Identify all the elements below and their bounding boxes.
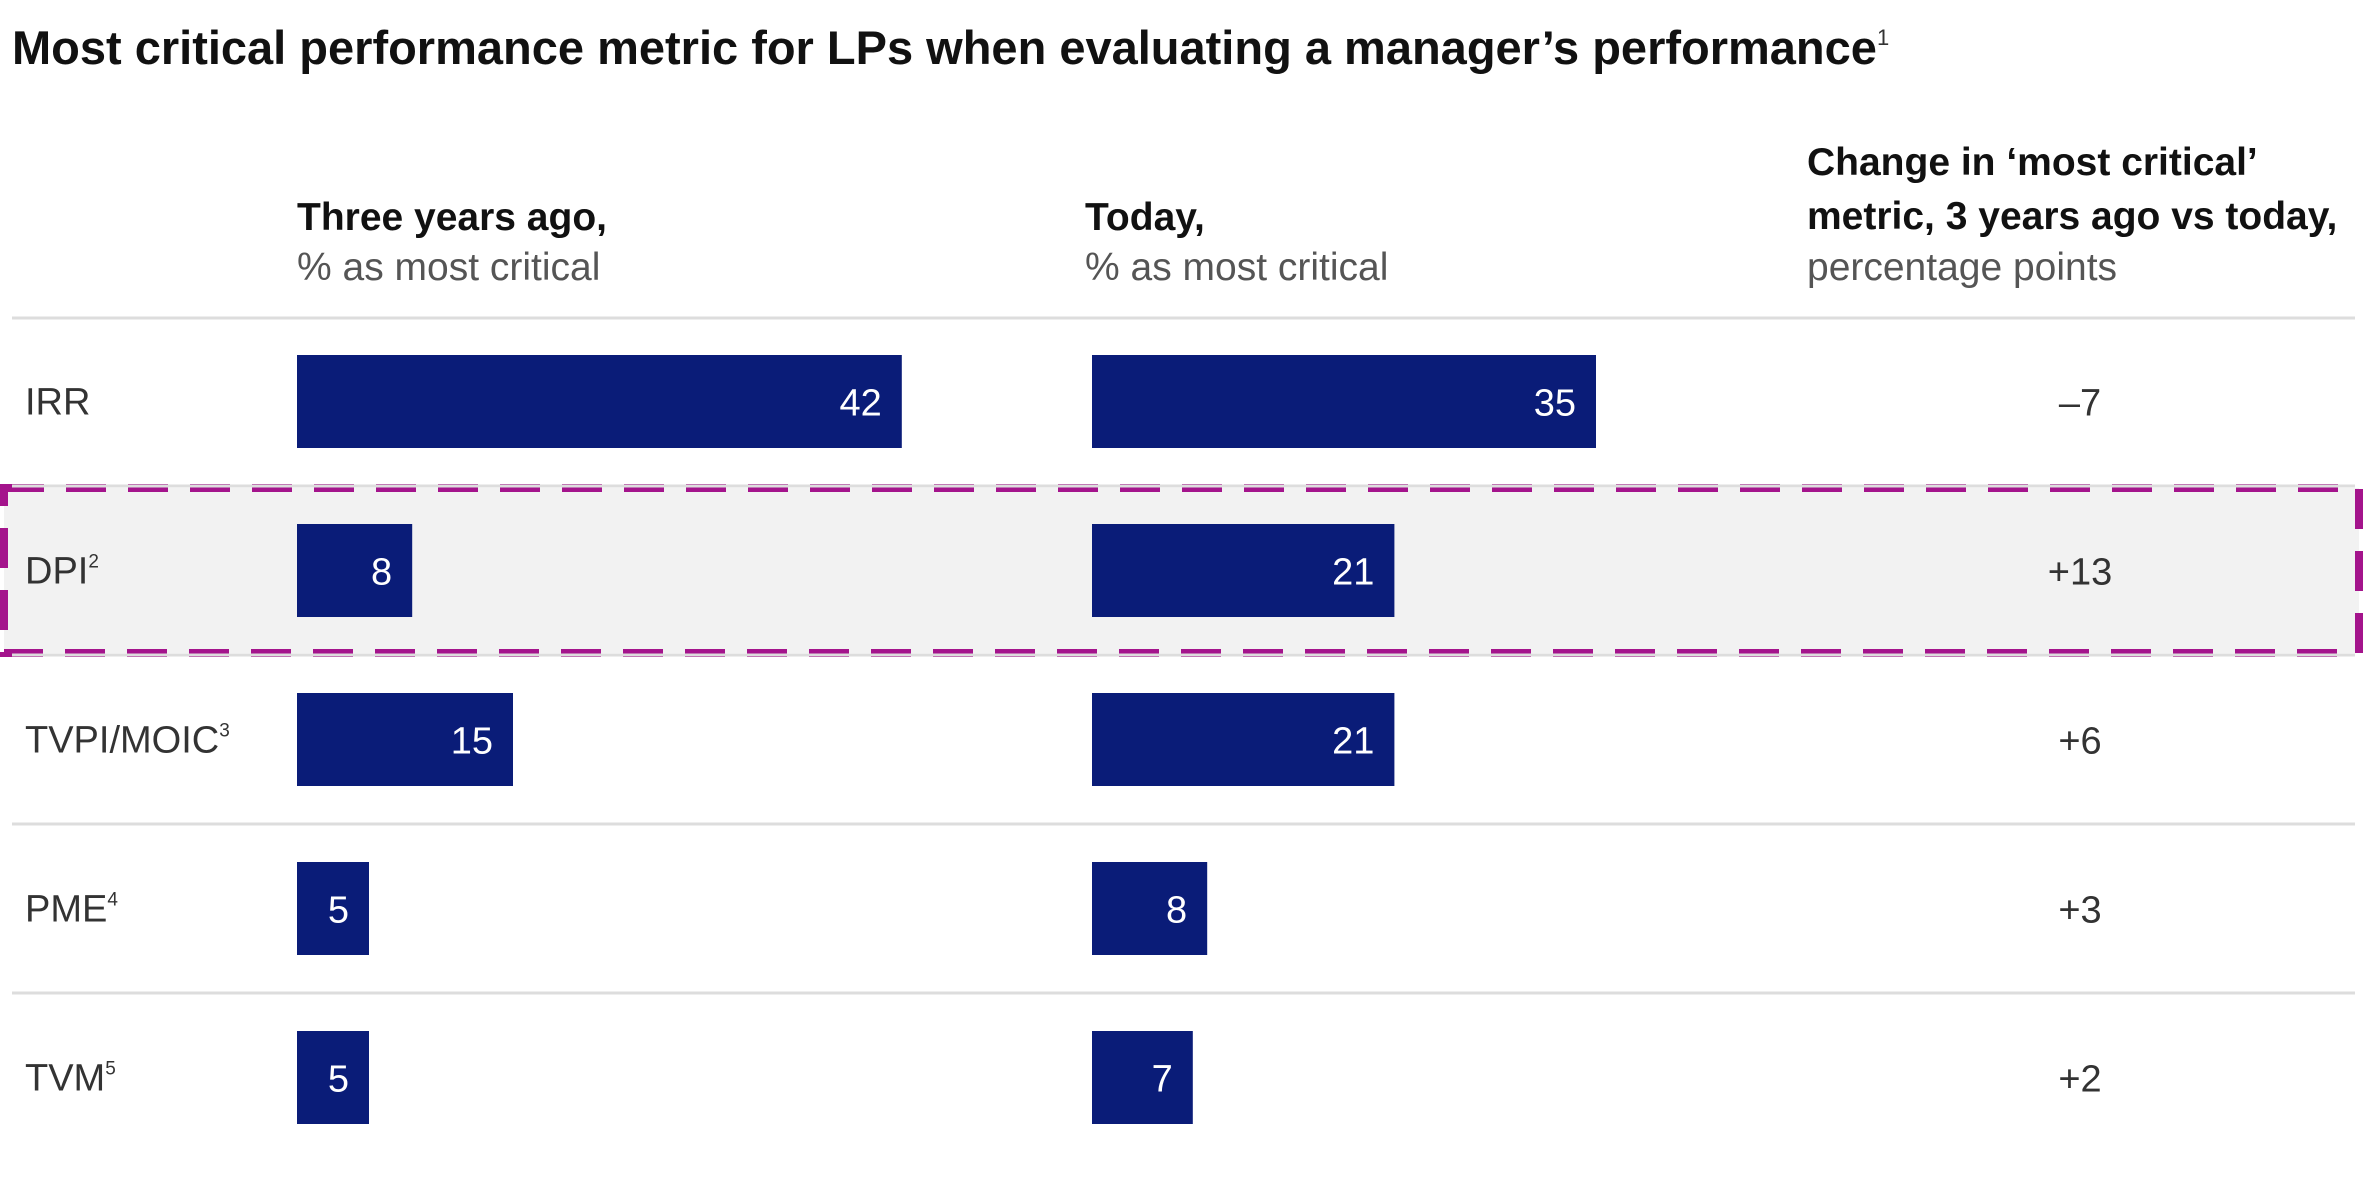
bar-three-years-ago-tvm	[297, 1031, 369, 1124]
row-label-text-tvm: TVM	[25, 1058, 105, 1100]
header-three-years-ago-subtitle: % as most critical	[297, 246, 600, 289]
bar-today-tvpi-moic	[1092, 693, 1395, 786]
row-label-tvm: TVM5	[25, 1058, 116, 1100]
row-label-footnote-dpi: 2	[88, 552, 99, 573]
bar-three-years-ago-irr	[297, 355, 902, 448]
row-label-irr: IRR	[25, 382, 90, 424]
chart-title-text: Most critical performance metric for LPs…	[12, 21, 1877, 74]
row-label-pme: PME4	[25, 889, 118, 931]
header-change-subtitle: percentage points	[1807, 246, 2117, 289]
row-label-footnote-tvm: 5	[105, 1059, 116, 1080]
bar-today-tvm	[1092, 1031, 1193, 1124]
row-label-footnote-pme: 4	[107, 890, 118, 911]
bar-value-today-tvpi-moic: 21	[1332, 721, 1374, 763]
bar-three-years-ago-tvpi-moic	[297, 693, 513, 786]
change-value-dpi: +13	[2048, 552, 2112, 594]
bar-today-pme	[1092, 862, 1208, 955]
change-value-tvpi-moic: +6	[2058, 721, 2101, 763]
bar-value-today-tvm: 7	[1152, 1059, 1173, 1101]
bar-value-today-irr: 35	[1534, 383, 1576, 425]
bar-three-years-ago-pme	[297, 862, 369, 955]
header-three-years-ago-title: Three years ago,	[297, 196, 607, 239]
row-label-dpi: DPI2	[25, 551, 99, 593]
change-value-pme: +3	[2058, 890, 2101, 932]
highlight-border-dpi	[0, 484, 2363, 657]
bar-three-years-ago-dpi	[297, 524, 413, 617]
row-label-text-dpi: DPI	[25, 551, 88, 593]
column-header-today: Today, % as most critical	[1085, 196, 1388, 289]
bar-value-three-years-ago-irr: 42	[840, 383, 882, 425]
chart-title-footnote: 1	[1877, 25, 1889, 50]
change-value-tvm: +2	[2058, 1059, 2101, 1101]
bar-value-today-dpi: 21	[1332, 552, 1374, 594]
row-label-tvpi-moic: TVPI/MOIC3	[25, 720, 230, 762]
bar-value-three-years-ago-pme: 5	[328, 890, 349, 932]
row-label-text-tvpi-moic: TVPI/MOIC	[25, 720, 219, 762]
bar-value-three-years-ago-tvpi-moic: 15	[451, 721, 493, 763]
change-value-irr: –7	[2059, 383, 2101, 425]
column-header-change: Change in ‘most critical’ metric, 3 year…	[1807, 141, 2337, 289]
header-today-subtitle: % as most critical	[1085, 246, 1388, 289]
divider-layer	[12, 316, 2355, 995]
column-header-three-years-ago: Three years ago, % as most critical	[297, 196, 607, 289]
row-label-text-irr: IRR	[25, 382, 90, 424]
header-today-title: Today,	[1085, 196, 1205, 239]
bar-today-dpi	[1092, 524, 1395, 617]
chart-title: Most critical performance metric for LPs…	[12, 21, 1889, 74]
bar-value-three-years-ago-dpi: 8	[371, 552, 392, 594]
row-label-footnote-tvpi-moic: 3	[219, 721, 230, 742]
bar-value-three-years-ago-tvm: 5	[328, 1059, 349, 1101]
header-change-title-line2: metric, 3 years ago vs today,	[1807, 195, 2337, 238]
header-change-title-line1: Change in ‘most critical’	[1807, 141, 2258, 184]
bar-today-irr	[1092, 355, 1596, 448]
bar-value-today-pme: 8	[1166, 890, 1187, 932]
row-label-text-pme: PME	[25, 889, 107, 931]
